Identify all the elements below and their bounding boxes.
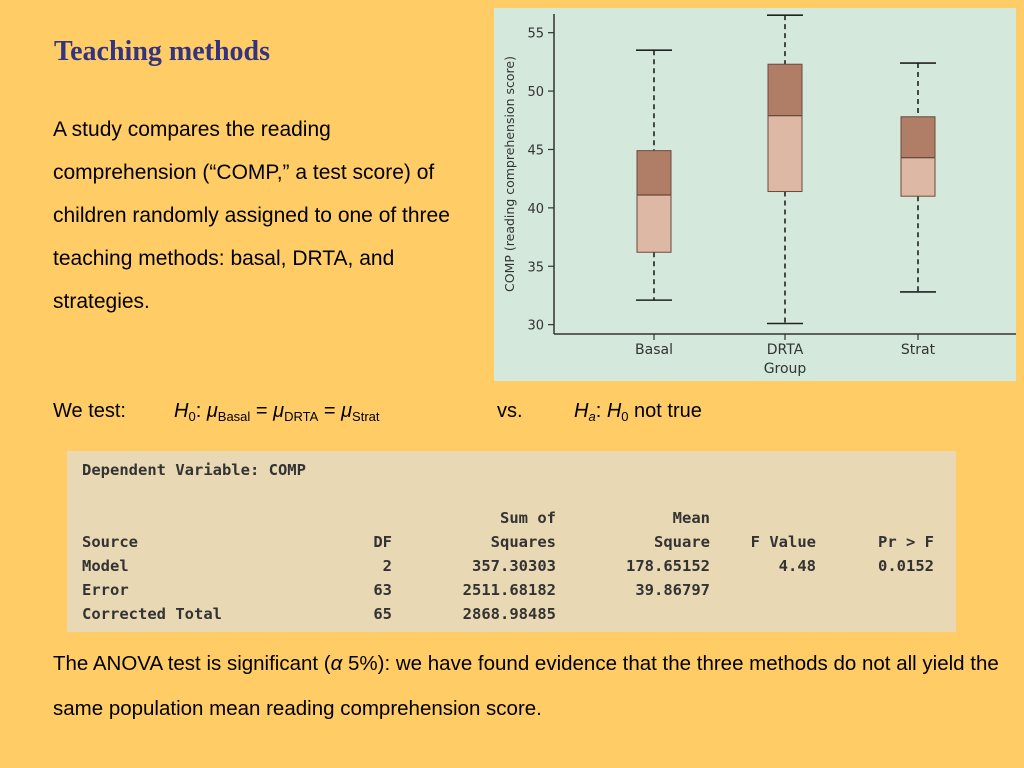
alternative-hypothesis: Ha: H0 not true — [574, 400, 702, 423]
cell-p-value — [819, 602, 937, 626]
mu-drta-symbol: μ — [273, 400, 285, 422]
header-df: DF — [373, 533, 392, 551]
lower-box — [636, 194, 672, 253]
mu-basal-subscript: Basal — [217, 409, 251, 424]
cell-f-value: 4.48 — [778, 557, 816, 575]
h0-symbol: H — [174, 400, 189, 422]
header-top-df — [353, 506, 395, 530]
anova-table: Sum of Mean Source DF Squares Square F V… — [79, 506, 937, 626]
mu-basal-symbol: μ — [206, 400, 218, 422]
conclusion-part-1: The ANOVA test is significant ( — [53, 652, 331, 675]
cell-mean-square — [559, 602, 713, 626]
cell-p-value: 0.0152 — [878, 557, 934, 575]
slide-title: Teaching methods — [54, 36, 271, 67]
cell-sum-squares: 2511.68182 — [462, 581, 556, 599]
table-row-corrected-total: Corrected Total 65 2868.98485 — [79, 602, 937, 626]
cell-sum-squares: 2868.98485 — [462, 605, 556, 623]
header-pr-f: Pr > F — [878, 533, 934, 551]
y-tick-label: 35 — [527, 260, 544, 275]
mu-drta-subscript: DRTA — [284, 409, 319, 424]
conclusion-text: The ANOVA test is significant (α 5%): we… — [53, 641, 1003, 731]
anova-output: Dependent Variable: COMP Sum of Mean Sou… — [67, 451, 956, 632]
header-top-f — [713, 506, 819, 530]
header-top-mean: Mean — [672, 509, 710, 527]
header-top-source — [79, 506, 353, 530]
header-f-value: F Value — [750, 533, 816, 551]
boxplot-svg: 30 35 40 45 50 55 Basal DRTA Strat Group COMP (… — [502, 14, 1016, 377]
intro-paragraph: A study compares the reading comprehensi… — [53, 118, 450, 313]
box-group — [636, 14, 936, 325]
y-axis-ticks: 30 35 40 45 50 55 — [527, 27, 554, 334]
cell-sum-squares: 357.30303 — [472, 557, 556, 575]
y-tick-label: 55 — [527, 27, 544, 42]
ha-subscript-letter: a — [588, 409, 596, 424]
ha-symbol: H — [574, 400, 589, 422]
x-tick-label: Strat — [901, 342, 936, 358]
cell-mean-square: 39.86797 — [635, 581, 710, 599]
box-strat — [900, 62, 936, 293]
cell-source: Error — [82, 581, 129, 599]
null-hypothesis: H0: μBasal = μDRTA = μStrat — [174, 400, 380, 423]
x-tick-label: DRTA — [767, 342, 804, 358]
hypothesis-lead: We test: — [53, 400, 126, 422]
cell-source: Corrected Total — [82, 605, 222, 623]
header-top-p — [819, 506, 937, 530]
y-tick-label: 50 — [527, 85, 544, 100]
y-tick-label: 30 — [527, 319, 544, 334]
conclusion-part-2: 5%): we have found evidence that the thr… — [53, 652, 999, 720]
dependent-variable-label: Dependent Variable: COMP — [82, 461, 306, 479]
y-tick-label: 40 — [527, 202, 544, 217]
versus-label: vs. — [497, 400, 523, 422]
cell-source: Model — [82, 557, 129, 575]
boxplot-chart: 30 35 40 45 50 55 Basal DRTA Strat Group COMP (… — [494, 8, 1016, 381]
h0-colon: : — [195, 400, 207, 422]
upper-box — [900, 116, 936, 159]
alpha-symbol: α — [330, 652, 343, 675]
y-axis-title: COMP (reading comprehension score) — [502, 56, 517, 292]
x-axis-tick-labels: Basal DRTA Strat — [635, 334, 936, 358]
cell-df: 63 — [373, 581, 392, 599]
x-tick-label: Basal — [635, 342, 673, 358]
x-axis-title: Group — [764, 361, 807, 377]
upper-box — [767, 63, 803, 117]
h0-subscript: 0 — [188, 409, 196, 424]
header-squares: Squares — [490, 533, 556, 551]
table-row-model: Model 2 357.30303 178.65152 4.48 0.0152 — [79, 554, 937, 578]
not-true-text: not true — [628, 400, 702, 422]
cell-f-value — [713, 578, 819, 602]
lower-box — [900, 157, 936, 197]
cell-df: 65 — [373, 605, 392, 623]
box-drta — [767, 14, 803, 325]
header-square: Square — [654, 533, 710, 551]
y-tick-label: 45 — [527, 143, 544, 158]
mu-strat-symbol: μ — [341, 400, 353, 422]
h0-ref-symbol: H — [606, 400, 622, 422]
anova-header-row-top: Sum of Mean — [79, 506, 937, 530]
cell-f-value — [713, 602, 819, 626]
header-source: Source — [82, 533, 138, 551]
cell-mean-square: 178.65152 — [626, 557, 710, 575]
ha-colon: : — [595, 400, 607, 422]
upper-box — [636, 150, 672, 196]
equals-sign: = — [250, 400, 274, 422]
box-basal — [636, 49, 672, 301]
lower-box — [767, 115, 803, 193]
cell-df: 2 — [382, 557, 392, 575]
ha-subscript: a — [588, 409, 595, 424]
header-top-sum-of: Sum of — [500, 509, 556, 527]
table-row-error: Error 63 2511.68182 39.86797 — [79, 578, 937, 602]
equals-sign: = — [318, 400, 342, 422]
mu-strat-subscript: Strat — [352, 409, 380, 424]
anova-header-row: Source DF Squares Square F Value Pr > F — [79, 530, 937, 554]
h0-ref-subscript: 0 — [621, 409, 629, 424]
cell-p-value — [819, 578, 937, 602]
